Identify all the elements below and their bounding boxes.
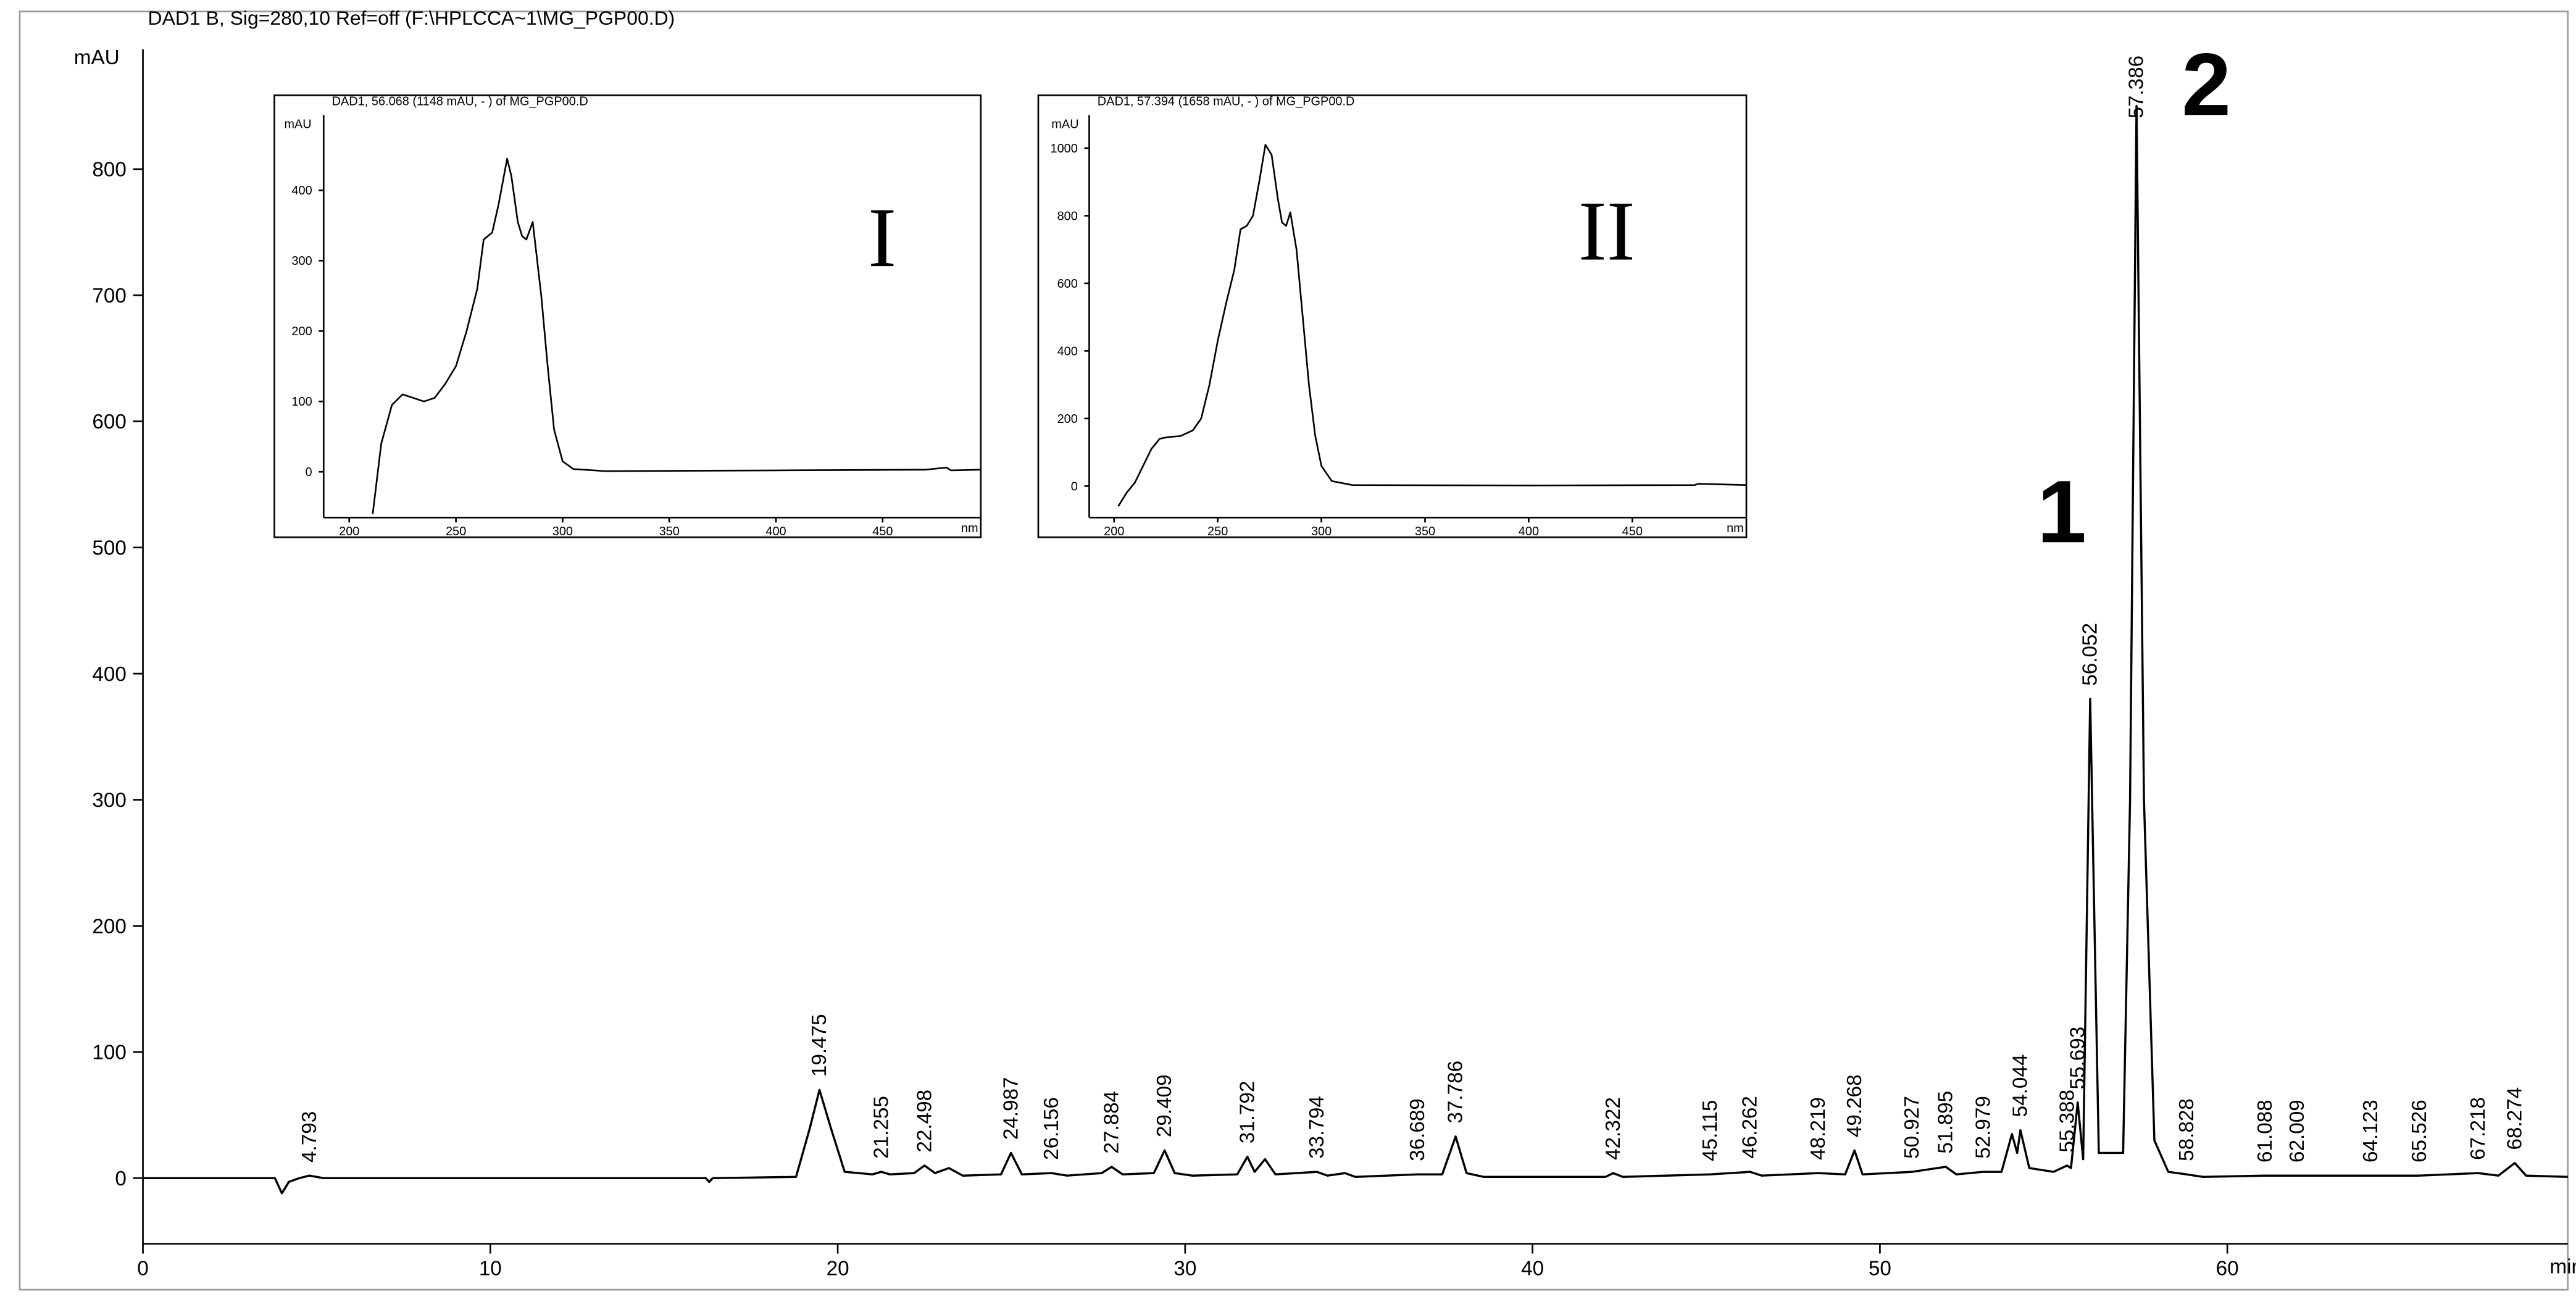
peak-label: 48.219 (1807, 1097, 1830, 1160)
x-tick-label: 400 (1519, 525, 1539, 538)
inset-frame (1037, 94, 1748, 538)
chart-title: DAD1 B, Sig=280,10 Ref=off (F:\HPLCCA~1\… (148, 7, 675, 29)
peak-label: 61.088 (2254, 1100, 2277, 1163)
peak-label: 51.895 (1935, 1091, 1957, 1154)
peak-label: 55.388 (2056, 1090, 2078, 1153)
y-tick-label: 300 (291, 254, 312, 268)
y-tick-label: 800 (92, 159, 126, 182)
x-axis-label: nm (961, 522, 978, 535)
x-tick-label: 350 (1415, 525, 1435, 538)
peak-label: 31.792 (1236, 1081, 1259, 1144)
peak-label: 52.979 (1972, 1096, 1995, 1159)
inset-frame (273, 94, 982, 538)
y-tick-label: 0 (115, 1167, 127, 1190)
peak-number: 1 (2037, 462, 2086, 561)
spectrum-label: I (868, 190, 896, 285)
y-tick-label: 200 (92, 915, 126, 938)
peak-label: 26.156 (1040, 1097, 1063, 1160)
chart-title: DAD1, 56.068 (1148 mAU, - ) of MG_PGP00.… (332, 94, 588, 108)
y-tick-label: 500 (92, 537, 126, 559)
x-tick-label: 450 (872, 525, 893, 538)
peak-label: 56.052 (2079, 623, 2102, 686)
y-tick-label: 400 (291, 184, 312, 198)
peak-label: 54.044 (2009, 1054, 2032, 1117)
x-tick-label: 250 (446, 525, 466, 538)
y-axis-label: mAU (74, 46, 120, 69)
peak-label: 64.123 (2359, 1100, 2382, 1163)
peak-label: 58.828 (2175, 1098, 2198, 1161)
x-tick-label: 400 (765, 525, 786, 538)
x-tick-label: 0 (137, 1257, 149, 1280)
peak-label: 24.987 (999, 1077, 1022, 1140)
y-axis-label: mAU (1051, 118, 1078, 132)
y-tick-label: 600 (1057, 277, 1078, 291)
x-tick-label: 250 (1207, 525, 1228, 538)
y-tick-label: 200 (1057, 412, 1078, 426)
peak-label: 29.409 (1153, 1074, 1176, 1137)
peak-label: 22.498 (913, 1090, 936, 1153)
peak-label: 67.218 (2467, 1097, 2490, 1160)
y-tick-label: 200 (291, 325, 312, 338)
trace (1117, 144, 1747, 507)
chart-title: DAD1, 57.394 (1658 mAU, - ) of MG_PGP00.… (1098, 94, 1355, 108)
y-tick-label: 400 (1057, 344, 1078, 358)
y-tick-label: 100 (92, 1042, 126, 1064)
x-tick-label: 450 (1622, 525, 1643, 538)
peak-label: 27.884 (1100, 1091, 1123, 1154)
peak-label: 62.009 (2286, 1100, 2309, 1163)
x-tick-label: 300 (552, 525, 573, 538)
peak-label: 4.793 (298, 1111, 321, 1163)
y-tick-label: 600 (92, 411, 126, 433)
trace (143, 105, 2568, 1195)
x-axis-label: nm (1727, 522, 1744, 535)
peak-label: 65.526 (2408, 1100, 2431, 1163)
x-tick-label: 60 (2216, 1257, 2239, 1280)
peak-label: 50.927 (1901, 1096, 1924, 1159)
peak-label: 55.693 (2066, 1027, 2089, 1090)
y-axis-label: mAU (284, 118, 311, 132)
peak-number: 2 (2182, 35, 2231, 134)
y-tick-label: 700 (92, 285, 126, 307)
x-tick-label: 50 (1869, 1257, 1891, 1280)
y-tick-label: 100 (291, 395, 312, 409)
peak-label: 46.262 (1739, 1096, 1762, 1159)
x-tick-label: 40 (1521, 1257, 1544, 1280)
x-tick-label: 350 (659, 525, 680, 538)
peak-label: 45.115 (1699, 1100, 1722, 1161)
peak-label: 57.386 (2125, 56, 2148, 119)
y-tick-label: 400 (92, 663, 126, 686)
x-tick-label: 300 (1311, 525, 1332, 538)
x-axis-label: min (2549, 1255, 2576, 1278)
peak-label: 49.268 (1843, 1074, 1866, 1137)
y-tick-label: 0 (306, 466, 312, 479)
x-tick-label: 10 (479, 1257, 502, 1280)
peak-label: 36.689 (1406, 1098, 1429, 1161)
trace (372, 157, 981, 514)
peak-label: 68.274 (2503, 1087, 2526, 1150)
y-tick-label: 0 (1071, 480, 1078, 493)
spectrum-label: II (1578, 183, 1635, 278)
peak-label: 33.794 (1306, 1096, 1328, 1159)
x-tick-label: 200 (1104, 525, 1124, 538)
peak-label: 21.255 (870, 1096, 893, 1159)
peak-label: 19.475 (808, 1014, 831, 1077)
peak-label: 37.786 (1444, 1061, 1467, 1124)
x-tick-label: 20 (827, 1257, 849, 1280)
x-tick-label: 200 (339, 525, 359, 538)
y-tick-label: 1000 (1050, 142, 1077, 156)
x-tick-label: 30 (1173, 1257, 1196, 1280)
y-tick-label: 300 (92, 789, 126, 812)
y-tick-label: 800 (1057, 209, 1078, 223)
peak-label: 42.322 (1602, 1097, 1625, 1160)
